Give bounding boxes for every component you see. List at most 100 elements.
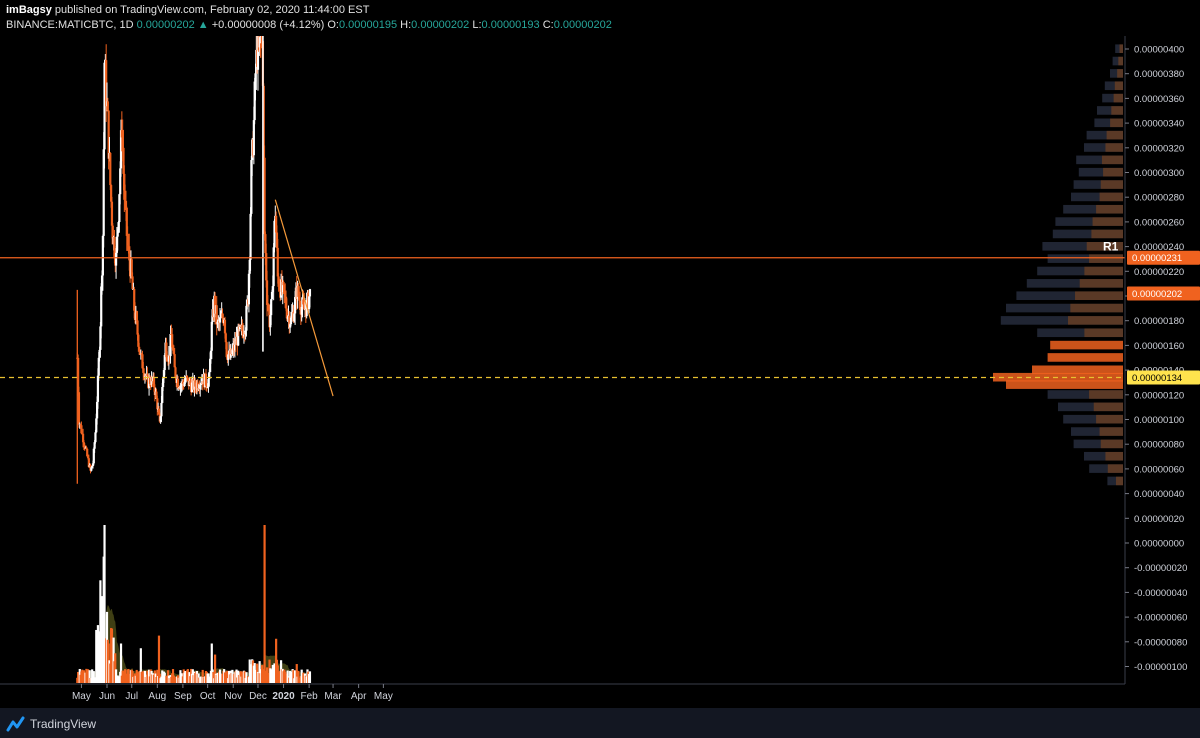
volume-profile-bin: [1110, 69, 1123, 78]
footer-bar: TradingView: [0, 708, 1200, 738]
candle-body: [254, 73, 257, 82]
candle-body: [242, 334, 246, 337]
support-level-badge-label: 0.00000134: [1132, 373, 1182, 384]
volume-profile-bin: [1047, 390, 1123, 399]
candle-body: [247, 273, 250, 305]
candle-body: [275, 232, 279, 248]
candle-body: [297, 285, 300, 297]
candle-body: [91, 463, 95, 466]
candle-body: [115, 236, 118, 253]
candle-body: [221, 313, 224, 319]
triangle-up-icon: ▲: [197, 19, 209, 31]
volume-profile-bin: [1016, 291, 1123, 300]
candle-body: [124, 199, 127, 201]
volume-profile-bin-inner: [1100, 439, 1123, 449]
volume-bar: [263, 525, 266, 683]
volume-profile-bin: [1115, 44, 1123, 53]
candle-body: [86, 456, 90, 459]
candle-body: [224, 333, 227, 343]
candle-body: [97, 357, 100, 376]
price-tick-label: 0.00000020: [1134, 514, 1184, 525]
candle-body: [248, 259, 251, 274]
volume-profile-bin-inner: [1114, 81, 1123, 91]
trendline: [274, 199, 334, 397]
candle-body: [265, 280, 269, 305]
volume-profile-bin-inner: [1118, 56, 1123, 66]
volume-profile-bin: [1026, 279, 1123, 288]
candle-body: [208, 372, 211, 380]
volume-bar: [143, 670, 147, 683]
volume-profile-bin: [1052, 229, 1123, 239]
volume-profile-bin-inner: [1093, 402, 1123, 412]
resistance-label: R1: [1103, 240, 1119, 254]
volume-profile-bin: [1000, 316, 1123, 325]
tradingview-brand[interactable]: TradingView: [6, 716, 96, 732]
volume-bar: [297, 670, 300, 683]
volume-bar: [114, 653, 117, 683]
candle-body: [113, 237, 116, 258]
volume-bar: [210, 643, 213, 683]
candle-body: [205, 385, 208, 388]
candle-body: [233, 340, 236, 351]
volume-bar: [243, 671, 246, 683]
time-tick-label: Oct: [200, 691, 216, 702]
candle-body: [284, 296, 288, 309]
support-level-badge: [1127, 370, 1200, 385]
price-tick-label: 0.00000300: [1134, 168, 1184, 179]
price-chart[interactable]: R1 0.000004000.000003800.000003600.00000…: [0, 0, 1200, 708]
symbol-label[interactable]: BINANCE:MATICBTC, 1D: [6, 19, 134, 31]
candle-body: [77, 392, 81, 425]
volume-profile-bin: [1078, 167, 1123, 177]
candle-body: [179, 385, 182, 390]
candle-body: [275, 215, 278, 233]
volume-profile-bin-inner: [1068, 316, 1123, 325]
candle-body: [245, 305, 248, 331]
candle-body: [184, 380, 187, 383]
volume-bar: [88, 670, 91, 683]
volume-profile-bin: [1063, 204, 1123, 214]
candle-body: [131, 276, 134, 290]
volume-profile-bin-inner: [1091, 229, 1123, 239]
volume-profile-bin-inner: [1092, 217, 1123, 226]
price-tick-label: -0.00000100: [1134, 662, 1187, 673]
candle-body: [273, 220, 276, 248]
candle-body: [146, 373, 149, 377]
drawn-lines: R1: [0, 199, 1125, 397]
volume-bar: [92, 671, 95, 683]
candle-body: [128, 246, 131, 261]
candle-body: [289, 317, 293, 325]
candle-body: [207, 379, 210, 388]
candle-body: [303, 304, 306, 310]
candle-body: [264, 234, 267, 254]
candle-body: [138, 349, 142, 355]
volume-profile-bin-inner: [1070, 303, 1123, 313]
publisher-name[interactable]: imBagsy: [6, 4, 52, 16]
volume-profile-bin: [1006, 303, 1123, 313]
candle-body: [171, 347, 175, 351]
candle-body: [209, 358, 212, 373]
volume-profile-bin: [1047, 254, 1123, 263]
candle-body: [194, 380, 197, 387]
candle-body: [271, 286, 274, 292]
candlesticks: [76, 36, 312, 484]
candle-body: [136, 320, 139, 335]
open-label: O:: [327, 19, 339, 31]
volume-bar: [119, 643, 123, 683]
price-tick-label: 0.00000260: [1134, 217, 1184, 228]
close-value: 0.00000202: [553, 19, 612, 31]
high-value: 0.00000202: [411, 19, 470, 31]
price-tick-label: 0.00000220: [1134, 267, 1184, 278]
volume-profile-bin-inner: [1096, 204, 1123, 214]
candle-body: [152, 377, 156, 388]
candle-body: [87, 458, 90, 467]
candle-body: [94, 432, 97, 443]
volume-bar: [103, 525, 106, 683]
price-tick-label: 0.00000400: [1134, 45, 1184, 56]
candle-body: [185, 375, 189, 378]
volume-bar: [139, 648, 142, 683]
candle-body: [218, 317, 222, 323]
volume-profile-bin-inner: [1099, 427, 1123, 436]
candle-body: [103, 62, 106, 150]
volume-profile-bin-inner: [1099, 192, 1123, 202]
price-tick-label: 0.00000360: [1134, 94, 1184, 105]
